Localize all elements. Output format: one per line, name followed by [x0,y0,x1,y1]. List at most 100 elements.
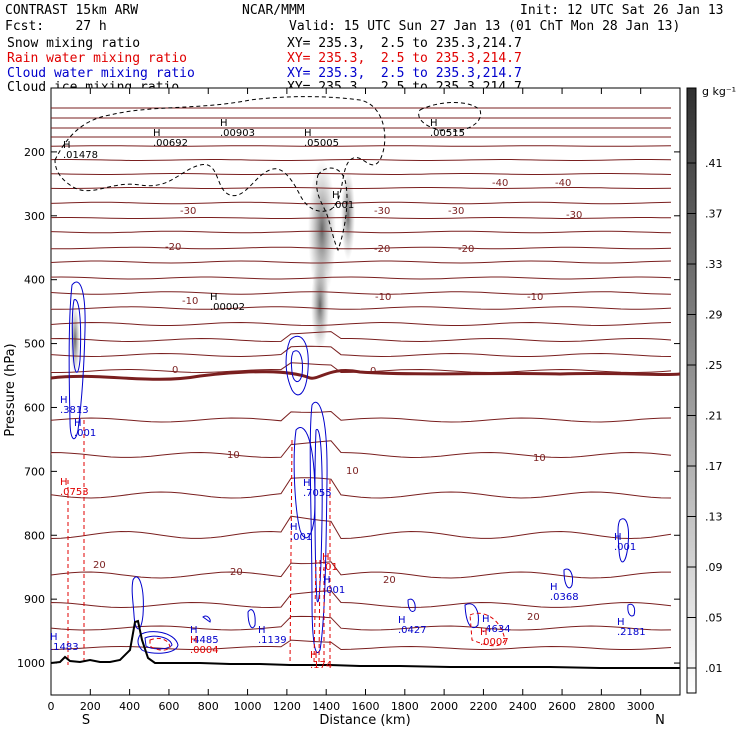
rain-water-contour [149,637,171,651]
rain-water-contour [469,612,506,647]
isotherm-line [51,515,672,540]
extremum-marker: H [190,635,198,646]
isotherm-label: 20 [230,567,243,578]
x-tick-label: 200 [80,700,101,713]
extremum-marker: H [398,615,406,626]
cloud-water-contour [309,401,328,653]
terrain-line [51,619,680,669]
isotherm-label: -20 [165,242,181,253]
extremum-value: .00692 [153,138,188,149]
x-tick-label: 1600 [352,700,380,713]
isotherm-label: 20 [383,575,396,586]
extremum-marker: H [310,650,318,661]
colorbar-level-label: .09 [705,561,723,574]
isotherm-label: -30 [180,206,196,217]
cloud-water-contour [68,281,86,440]
extremum-value: .0427 [398,625,427,636]
x-tick-label: 3000 [627,700,655,713]
cloud-ice-core-mid [311,260,329,350]
cloud-water-contours [68,281,636,654]
extremum-value: .01 [322,562,338,573]
x-tick-label: 600 [158,700,179,713]
extremum-value: .001 [74,428,96,439]
extremum-value: .0368 [550,592,579,603]
extremum-value: .0004 [190,645,219,656]
x-tick-label: 0 [48,700,55,713]
extremum-value: .2181 [617,627,646,638]
isotherm-line [51,321,672,327]
isotherm-label: 0 [370,366,376,377]
isotherm-line [51,217,672,219]
isotherm-label: -30 [374,206,390,217]
y-tick-label: 800 [24,529,45,542]
valid-time: Valid: 15 UTC Sun 27 Jan 13 (01 ChT Mon … [289,19,681,34]
isotherm-line [51,639,672,651]
extremum-value: .174 [310,660,332,671]
isotherm-line [51,345,672,358]
snow-contour [54,96,386,212]
cloud-water-contour [137,631,179,654]
extremum-value: .00002 [210,302,245,313]
isotherm-label: -40 [555,178,571,189]
isotherm-label: -30 [566,210,582,221]
extremum-marker: H [303,478,311,489]
x-end-label-south: S [82,713,90,728]
isotherm-lines [51,107,680,651]
extremum-value: .001 [614,542,636,553]
isotherm-line [51,590,672,609]
isotherm-line [51,331,672,343]
isotherm-line [51,276,672,280]
extremum-marker: H [63,140,71,151]
extremum-value: .7055 [303,488,332,499]
extremum-value: .3813 [60,405,89,416]
extremum-value: .4485 [190,635,219,646]
isotherm-line [51,306,672,310]
y-axis-title: Pressure (hPa) [3,343,18,436]
plot-content [51,96,680,669]
x-tick-label: 400 [119,700,140,713]
extremum-marker: H [430,118,438,129]
isotherm-line [51,187,672,189]
x-tick-label: 2600 [548,700,576,713]
colorbar-level-label: .29 [705,309,723,322]
model-title: CONTRAST 15km ARW [5,3,139,18]
extremum-marker: H [304,128,312,139]
isotherm-line [51,246,672,250]
extremum-marker: H [74,418,82,429]
isotherm-line [51,230,672,234]
field-name-snow: Snow mixing ratio [7,36,141,51]
x-tick-label: 1800 [391,700,419,713]
x-tick-label: 1200 [273,700,301,713]
colorbar [686,87,697,694]
colorbar-level-label: .01 [705,662,723,675]
extremum-value: .1139 [258,635,287,646]
cloud-water-contour [131,576,144,630]
x-tick-label: 2200 [469,700,497,713]
extremum-marker: H [322,552,330,563]
isotherm-label: 10 [533,453,546,464]
field-name-rain: Rain water mixing ratio [7,51,188,66]
colorbar-ticks: .01 .05 .09 .13 .17 .21 .25 .29 .33 .37 .41 [687,157,723,675]
isotherm-label: -30 [448,206,464,217]
y-tick-label: 900 [24,593,45,606]
isotherm-label: -10 [527,292,543,303]
colorbar-level-label: .25 [705,359,723,372]
center-label: NCAR/MMM [242,3,305,18]
cloud-water-contour [71,299,82,373]
extremum-value: .001 [323,585,345,596]
y-tick-label: 500 [24,338,45,351]
cloud-water-contour [627,603,636,617]
extremum-marker: H [482,614,490,625]
plot-frame [50,87,681,696]
cloud-water-contour [290,350,303,383]
isotherm-label: 10 [227,450,240,461]
extremum-value: .00515 [430,128,465,139]
extremum-marker: H [290,522,298,533]
extremum-value: .001 [332,200,354,211]
cloud-water-contour [285,335,309,396]
isotherm-line [51,561,671,579]
extremum-value: .00903 [220,128,255,139]
y-tick-label: 700 [24,465,45,478]
